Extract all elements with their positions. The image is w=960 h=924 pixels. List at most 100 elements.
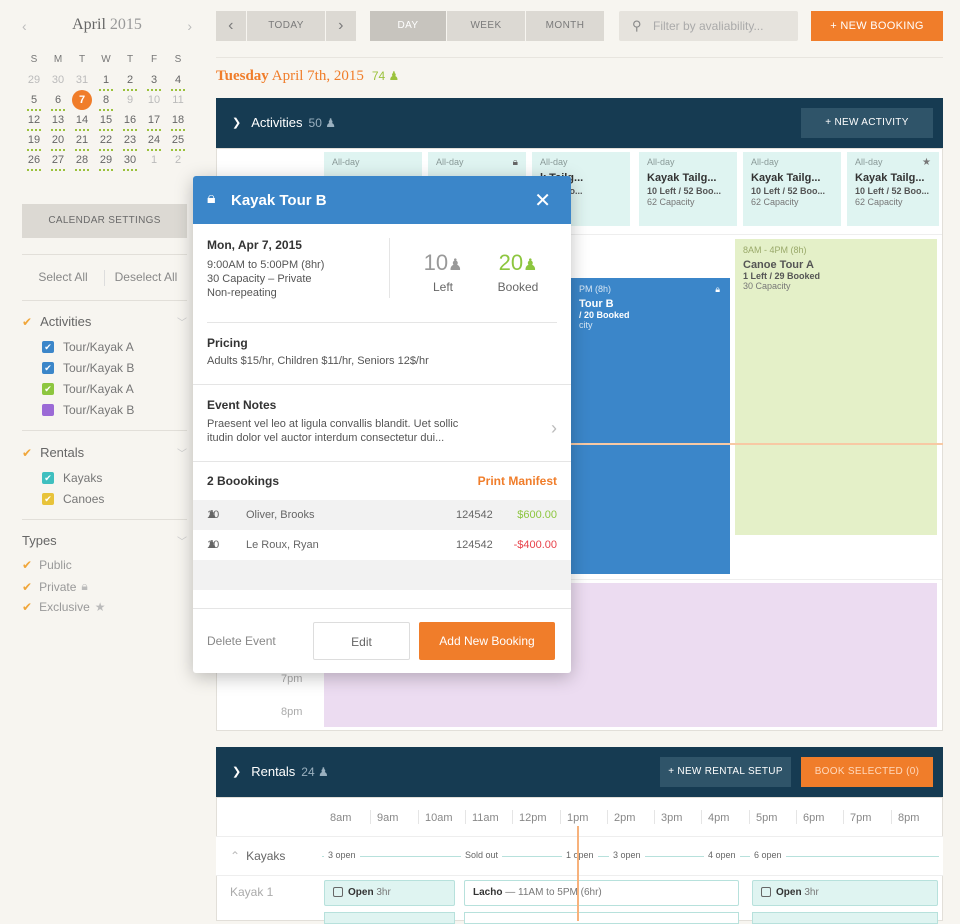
kayaks-toggle[interactable]: ⌃ Kayaks (230, 849, 285, 863)
event-notes-section[interactable]: Event Notes Praesent vel leo at ligula c… (207, 398, 557, 445)
calendar-day[interactable]: 1 (94, 72, 118, 92)
delete-event-link[interactable]: Delete Event (207, 634, 276, 648)
checkbox-icon[interactable]: ✔ (42, 472, 54, 484)
tab-day[interactable]: DAY (370, 11, 446, 41)
calendar-day[interactable]: 26 (22, 152, 46, 172)
new-booking-button[interactable]: + NEW BOOKING (811, 11, 943, 41)
calendar-day[interactable]: 2 (118, 72, 142, 92)
rental-slot[interactable] (464, 912, 739, 924)
rental-slot[interactable]: Open 3hr (752, 880, 938, 906)
prev-month-icon[interactable]: ‹ (22, 18, 27, 34)
tab-month[interactable]: MONTH (526, 11, 604, 41)
rentals-filter-header[interactable]: ✔ Rentals ﹀ (22, 445, 187, 460)
filter-item[interactable]: ✔ Tour/Kayak A (42, 382, 134, 396)
calendar-day[interactable]: 16 (118, 112, 142, 132)
checkbox-icon[interactable]: ✔ (42, 383, 54, 395)
rentals-toggle[interactable]: ❯ Rentals 24 ♟ (232, 764, 329, 779)
checkbox-icon[interactable]: ✔ (42, 341, 54, 353)
checkbox-icon[interactable] (333, 887, 343, 898)
booked-count: 20 (498, 250, 524, 275)
add-new-booking-button[interactable]: Add New Booking (419, 622, 555, 660)
calendar-day[interactable]: 15 (94, 112, 118, 132)
new-activity-button[interactable]: + NEW ACTIVITY (801, 108, 933, 138)
checkbox-icon[interactable]: ✔ (42, 362, 54, 374)
booking-row[interactable]: 10 ♟ Oliver, Brooks 124542 $600.00 (193, 500, 571, 530)
rental-slot[interactable]: Open 3hr (324, 880, 455, 906)
calendar-day[interactable]: 5 (22, 92, 46, 112)
current-time-line (577, 826, 579, 921)
filter-item[interactable]: ✔ Tour/Kayak B (42, 361, 134, 375)
calendar-day[interactable]: 21 (70, 132, 94, 152)
event-time: 8AM - 4PM (8h) (743, 245, 807, 255)
checkbox-icon[interactable]: ✔ (42, 493, 54, 505)
calendar-day[interactable]: 7 (70, 90, 94, 112)
today-button[interactable]: TODAY (247, 11, 325, 41)
calendar-day[interactable]: 27 (46, 152, 70, 172)
deselect-all-link[interactable]: Deselect All (114, 270, 178, 284)
calendar-day[interactable]: 2 (166, 152, 190, 172)
calendar-day[interactable]: 30 (118, 152, 142, 172)
calendar-day[interactable]: 29 (22, 72, 46, 92)
calendar-day[interactable]: 3 (142, 72, 166, 92)
rental-slot[interactable]: Lacho — 11AM to 5PM (6hr) (464, 880, 739, 906)
print-manifest-link[interactable]: Print Manifest (477, 474, 557, 488)
checkbox-icon[interactable] (42, 404, 54, 416)
allday-event[interactable]: All-day Kayak Tailg... 10 Left / 52 Boo.… (639, 152, 737, 226)
rental-slot[interactable] (752, 912, 938, 924)
calendar-day[interactable]: 9 (118, 92, 142, 112)
calendar-day[interactable]: 6 (46, 92, 70, 112)
filter-item[interactable]: ✔ Kayaks (42, 471, 102, 485)
availability-dots (123, 89, 137, 91)
divider (207, 322, 557, 323)
calendar-day[interactable]: 11 (166, 92, 190, 112)
activities-filter-header[interactable]: ✔ Activities ﹀ (22, 314, 187, 329)
calendar-day[interactable]: 23 (118, 132, 142, 152)
filter-item[interactable]: ✔ Canoes (42, 492, 104, 506)
filter-item[interactable]: Tour/Kayak B (42, 403, 134, 417)
type-item[interactable]: ✔ Private 🔒︎ (22, 579, 88, 594)
new-rental-setup-button[interactable]: + NEW RENTAL SETUP (660, 757, 791, 787)
types-filter-header[interactable]: Types ﹀ (22, 533, 187, 548)
next-day-button[interactable]: › (326, 11, 356, 41)
calendar-day[interactable]: 13 (46, 112, 70, 132)
tab-week[interactable]: WEEK (447, 11, 525, 41)
calendar-day[interactable]: 31 (70, 72, 94, 92)
calendar-day[interactable]: 17 (142, 112, 166, 132)
activities-toggle[interactable]: ❯ Activities 50 ♟ (232, 115, 336, 130)
hour-label: 4pm (708, 812, 730, 824)
calendar-day[interactable]: 22 (94, 132, 118, 152)
calendar-day[interactable]: 12 (22, 112, 46, 132)
calendar-day[interactable]: 19 (22, 132, 46, 152)
calendar-day[interactable]: 1 (142, 152, 166, 172)
calendar-day[interactable]: 8 (94, 92, 118, 112)
booking-row[interactable]: 10 ♟ Le Roux, Ryan 124542 -$400.00 (193, 530, 571, 560)
select-all-link[interactable]: Select All (38, 270, 88, 284)
calendar-day[interactable]: 10 (142, 92, 166, 112)
type-item[interactable]: ✔ Exclusive ★ (22, 600, 106, 614)
calendar-day[interactable]: 18 (166, 112, 190, 132)
type-item[interactable]: ✔ Public (22, 558, 72, 572)
calendar-day[interactable]: 28 (70, 152, 94, 172)
filter-item[interactable]: ✔ Tour/Kayak A (42, 340, 134, 354)
kayak-tour-b-event[interactable]: PM (8h) 🔒︎ Tour B / 20 Booked city (571, 278, 730, 574)
divider (607, 810, 608, 824)
calendar-day[interactable]: 24 (142, 132, 166, 152)
availability-filter-input[interactable]: ⚲ Filter by avaliability... (619, 11, 798, 41)
calendar-day[interactable]: 30 (46, 72, 70, 92)
edit-button[interactable]: Edit (313, 622, 410, 660)
calendar-day[interactable]: 25 (166, 132, 190, 152)
close-icon[interactable]: ✕ (534, 190, 551, 212)
rental-slot[interactable] (324, 912, 455, 924)
calendar-day[interactable]: 20 (46, 132, 70, 152)
next-month-icon[interactable]: › (187, 18, 192, 34)
calendar-settings-button[interactable]: CALENDAR SETTINGS (22, 204, 187, 238)
calendar-day[interactable]: 4 (166, 72, 190, 92)
calendar-day[interactable]: 14 (70, 112, 94, 132)
prev-day-button[interactable]: ‹ (216, 11, 246, 41)
allday-event[interactable]: All-day Kayak Tailg... 10 Left / 52 Boo.… (743, 152, 841, 226)
calendar-day[interactable]: 29 (94, 152, 118, 172)
checkbox-icon[interactable] (761, 887, 771, 898)
book-selected-button[interactable]: BOOK SELECTED (0) (801, 757, 933, 787)
allday-event[interactable]: All-day ★ Kayak Tailg... 10 Left / 52 Boo… (847, 152, 939, 226)
canoe-tour-a-event[interactable]: 8AM - 4PM (8h) Canoe Tour A 1 Left / 29 … (735, 239, 937, 535)
